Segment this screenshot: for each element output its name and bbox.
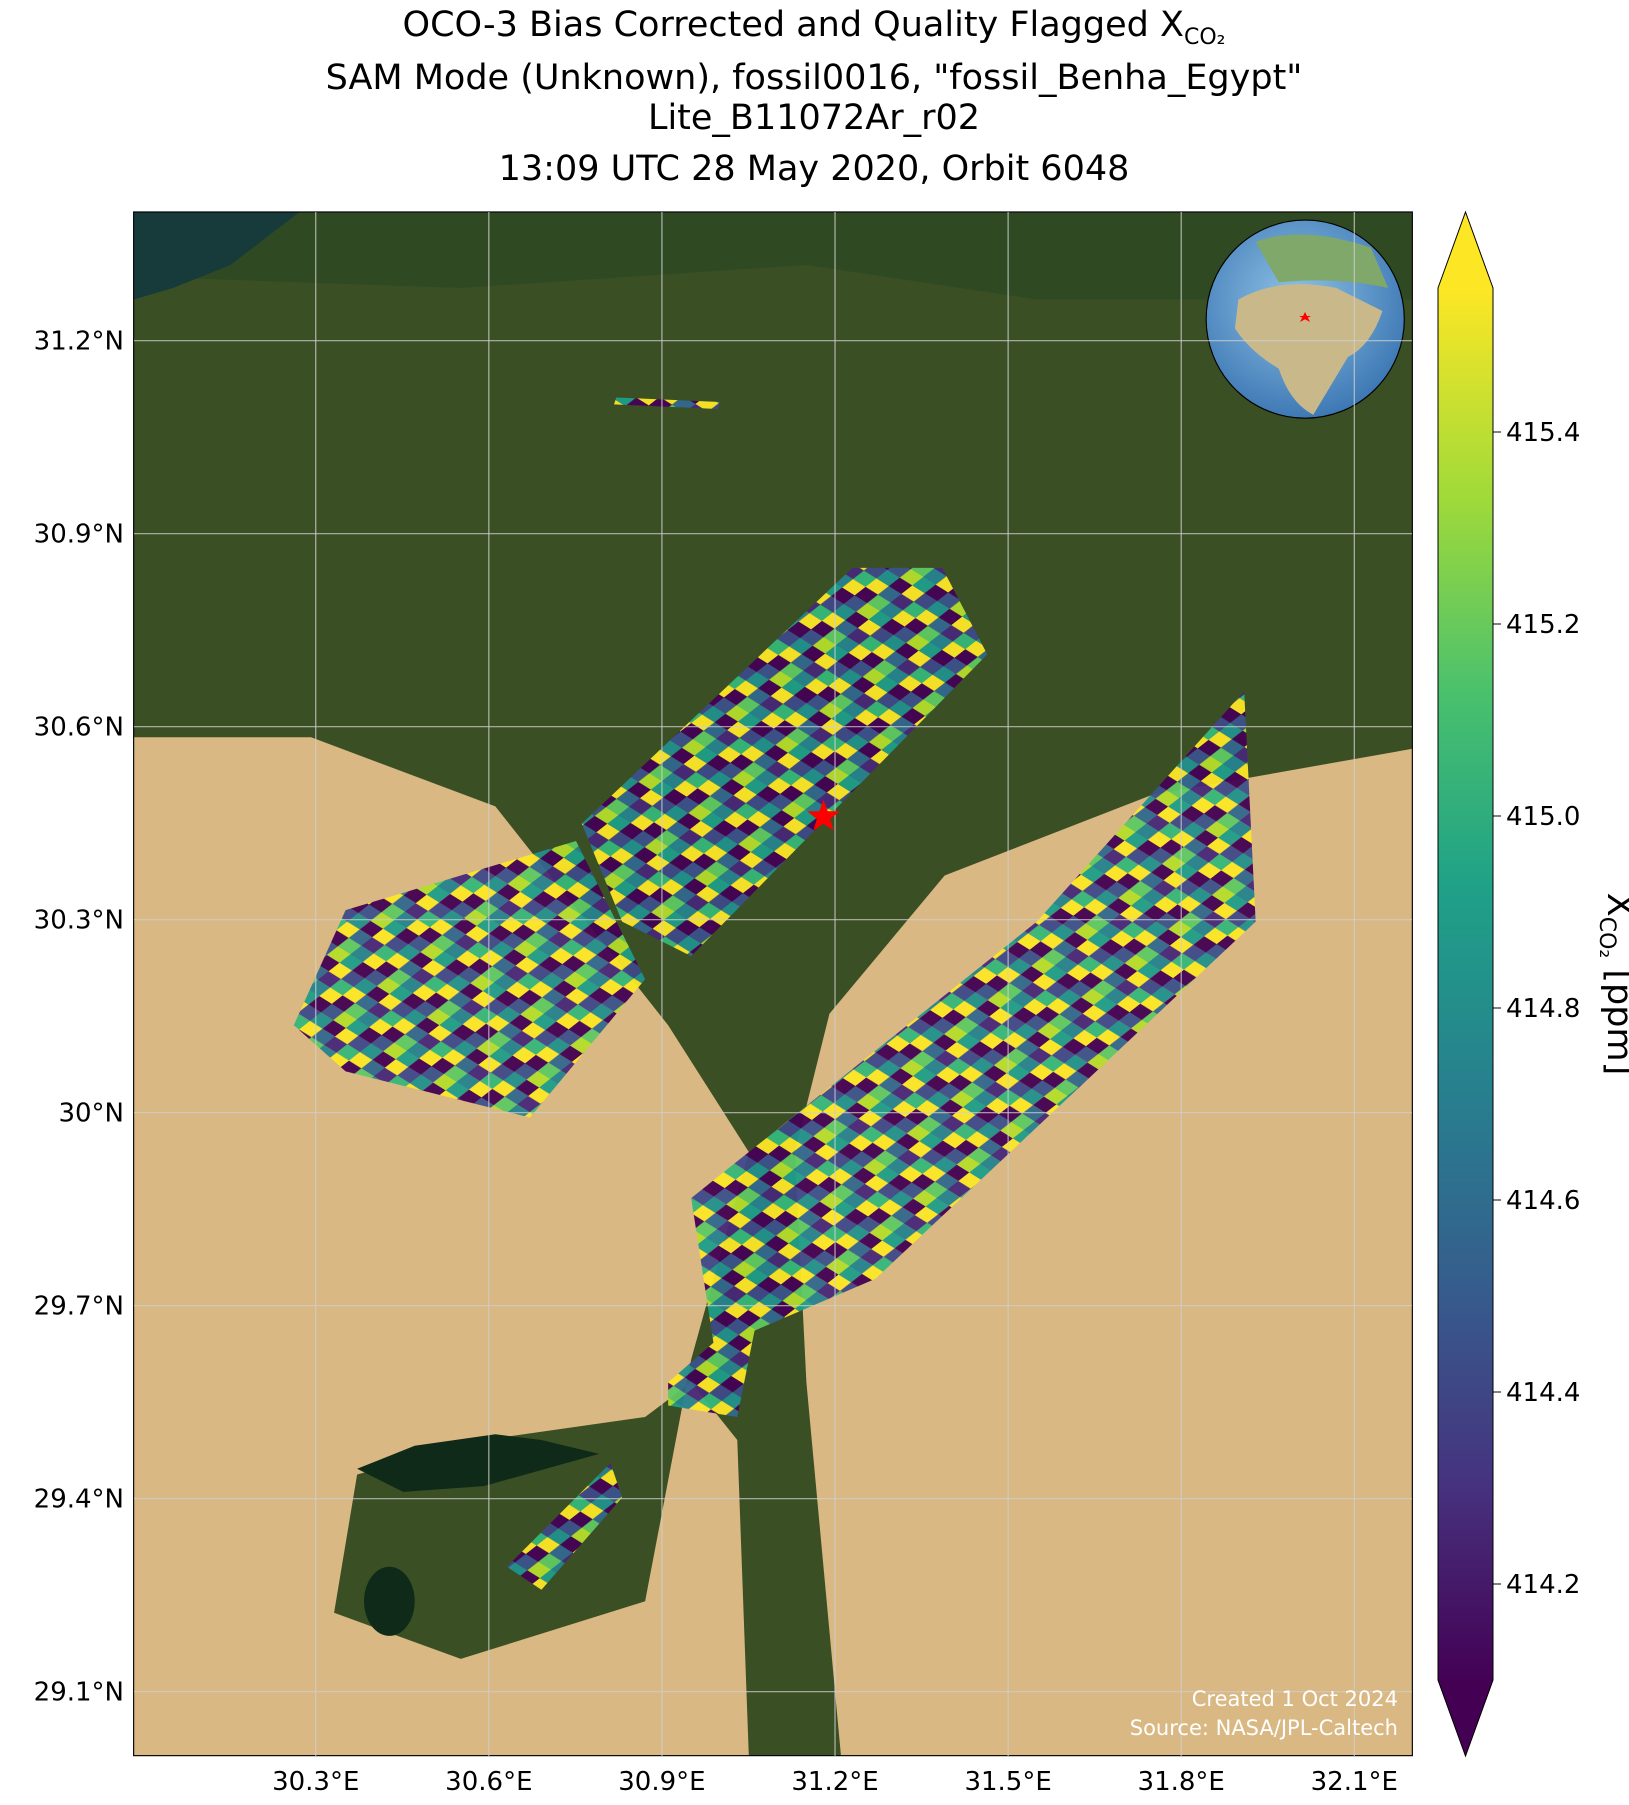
target-site	[807, 799, 840, 831]
lake	[357, 1434, 600, 1492]
colorbar-label-unit: [ppm]	[1599, 969, 1629, 1075]
title-line: 13:09 UTC 28 May 2020, Orbit 6048	[499, 149, 1130, 189]
x-tick-label: 30.3°E	[272, 1767, 359, 1797]
vegetation	[133, 211, 1413, 1756]
title: OCO-3 Bias Corrected and Quality Flagged…	[326, 5, 1303, 189]
sea	[133, 211, 300, 300]
x-tick-label: 32.1°E	[1311, 1767, 1398, 1797]
plot-frame	[133, 211, 1413, 1757]
colorbar-tick-label: 414.4	[1506, 1378, 1580, 1408]
colorbar-label: XCO₂ [ppm]	[1594, 893, 1629, 1075]
colorbar-label-text: X	[1599, 893, 1629, 917]
colorbar-tick-label: 415.0	[1506, 802, 1580, 832]
title-text: 13:09 UTC 28 May 2020, Orbit 6048	[499, 149, 1130, 189]
colorbar-tick-label: 415.4	[1506, 418, 1580, 448]
y-tick-label: 30°N	[58, 1099, 124, 1129]
x-tick-label: 31.5°E	[964, 1767, 1051, 1797]
credit: Source: NASA/JPL-Caltech	[1130, 1716, 1398, 1740]
lake	[364, 1566, 415, 1636]
title-text: OCO-3 Bias Corrected and Quality Flagged…	[403, 5, 1184, 45]
colorbar	[1438, 288, 1493, 1680]
coast-vegetation	[133, 211, 1413, 300]
colorbar-label-space	[1599, 958, 1629, 969]
y-tick-label: 29.4°N	[34, 1485, 124, 1515]
colorbar-tick-label: 414.2	[1506, 1570, 1580, 1600]
title-text: SAM Mode (Unknown), fossil0016, "fossil_…	[326, 58, 1303, 98]
title-line: Lite_B11072Ar_r02	[648, 98, 980, 138]
y-tick-label: 29.7°N	[34, 1292, 124, 1322]
credit: Created 1 Oct 2024	[1192, 1687, 1398, 1711]
y-tick-label: 30.3°N	[34, 906, 124, 936]
colorbar-tick-label: 415.2	[1506, 610, 1580, 640]
grid	[134, 212, 1412, 1756]
colorbar-tick-label: 414.8	[1506, 994, 1580, 1024]
globe-target	[1299, 312, 1311, 322]
x-tick-label: 31.2°E	[791, 1767, 878, 1797]
x-tick-label: 31.8°E	[1138, 1767, 1225, 1797]
y-tick-label: 30.6°N	[34, 713, 124, 743]
x-tick-label: 30.9°E	[618, 1767, 705, 1797]
title-line: SAM Mode (Unknown), fossil0016, "fossil_…	[326, 58, 1303, 98]
colorbar-extend-min	[1438, 1680, 1493, 1756]
title-subscript: CO₂	[1184, 25, 1226, 50]
title-text: Lite_B11072Ar_r02	[648, 98, 980, 138]
map-layout	[133, 211, 1413, 1757]
y-tick-label: 31.2°N	[34, 327, 124, 357]
colorbar-extend-max	[1438, 212, 1493, 288]
sounding-swaths	[293, 397, 1256, 1590]
y-tick-label: 29.1°N	[34, 1678, 124, 1708]
colorbar-frame	[1437, 210, 1494, 1758]
y-tick-label: 30.9°N	[34, 520, 124, 550]
colorbar-label-subscript: CO₂	[1594, 917, 1619, 959]
x-tick-label: 30.6°E	[445, 1767, 532, 1797]
colorbar-tick-label: 414.6	[1506, 1186, 1580, 1216]
title-line: OCO-3 Bias Corrected and Quality Flagged…	[403, 5, 1226, 50]
